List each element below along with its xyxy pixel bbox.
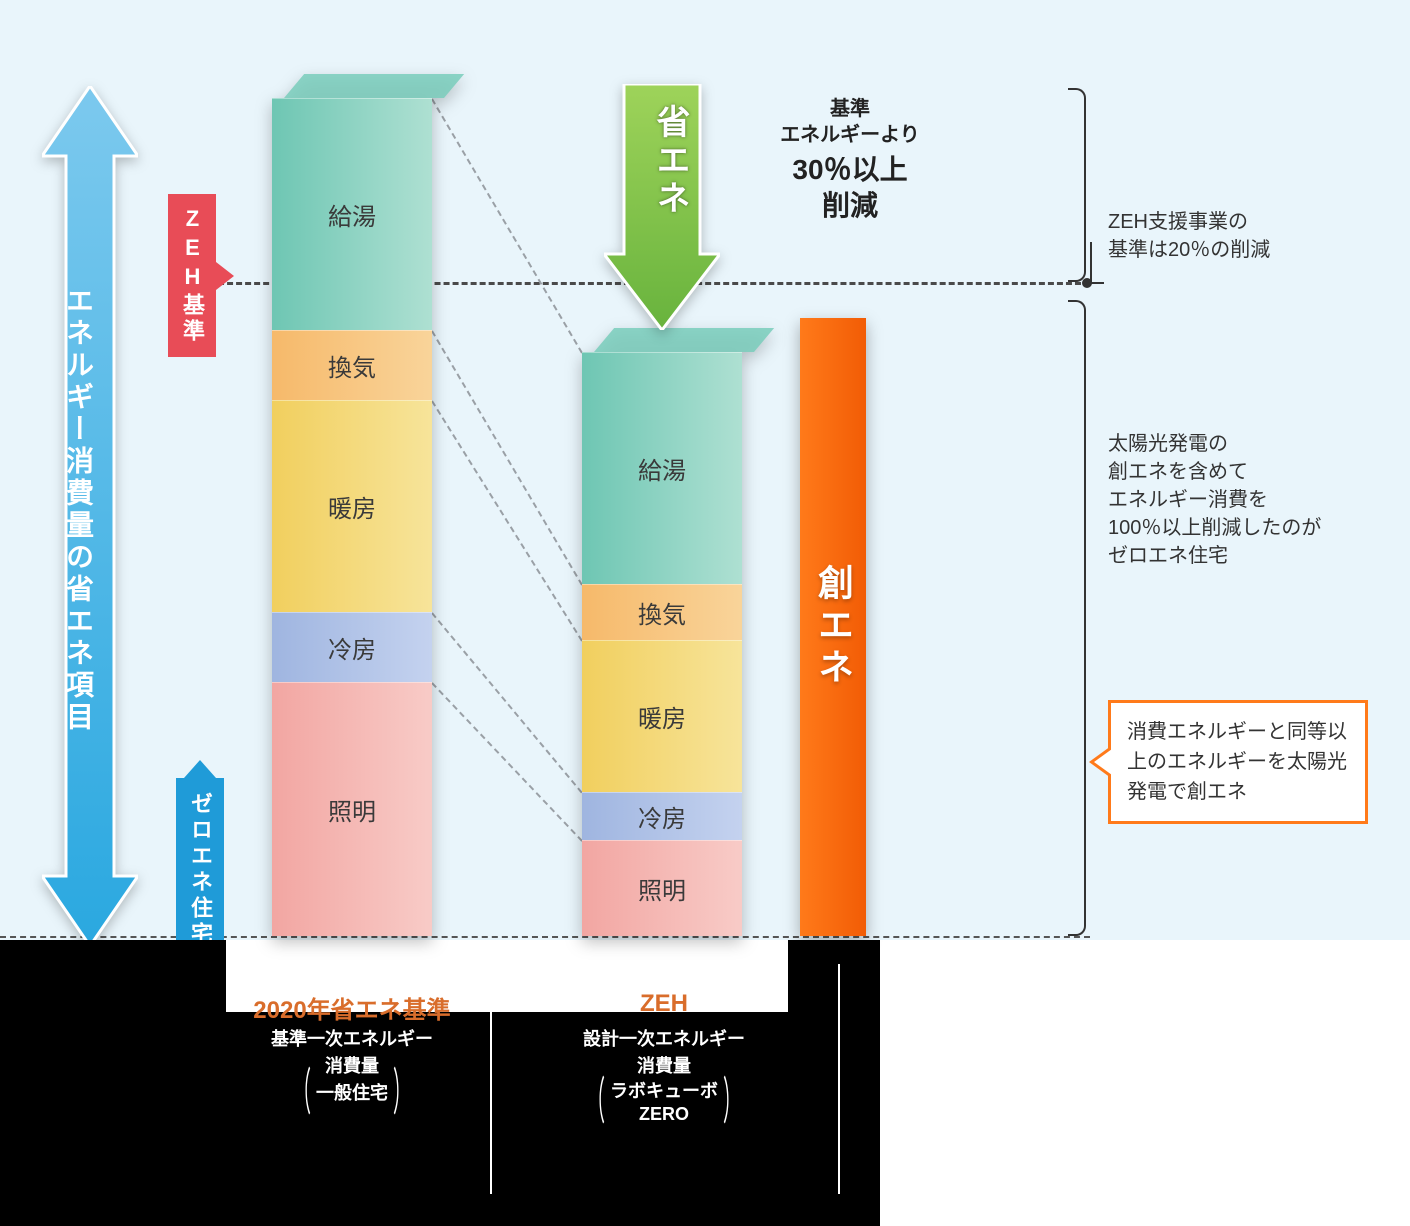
col-zeh-paren2: ZERO [639,1104,689,1124]
saving-line2: エネルギーより [740,122,960,148]
black-strip-right-tab [788,940,880,1012]
callout-create-energy: 消費エネルギーと同等以上のエネルギーを太陽光発電で創エネ [1108,700,1368,824]
col-standard-sub: 基準一次エネルギー 消費量 （ 一般住宅 ） [222,1026,482,1108]
col-standard-sub1: 基準一次エネルギー [271,1029,433,1049]
bar-zeh-seg-3: 冷房 [582,792,742,840]
col-zeh-sub2: 消費量 [637,1056,691,1076]
brace-upper [1068,88,1086,282]
paren-open-1: （ [293,1056,311,1132]
bar-create-energy-label: 創エネ [807,564,859,690]
tag-zero-label: ゼロエネ住宅 [188,792,213,948]
tag-zeh-standard: ZEH基準 [168,194,216,357]
col-standard-title: 2020年省エネ基準 [222,990,482,1025]
col-standard-sub2: 消費量 [325,1056,379,1076]
col-standard-paren: 一般住宅 [316,1080,388,1107]
bar-standard-seg-2: 暖房 [272,400,432,612]
note-100pct: 太陽光発電の 創エネを含めて エネルギー消費を 100％以上削減したのが ゼロエ… [1108,430,1321,570]
vline-1 [490,964,492,1194]
bar-zeh: 給湯換気暖房冷房照明 [582,328,742,936]
diagram-stage: エネルギー消費量の省エネ項目 ZEH基準 ゼロエネ住宅 給湯換気暖房冷房照明 給… [0,0,1410,1226]
bar-zeh-seg-4: 照明 [582,840,742,936]
paren-open-2: （ [587,1066,605,1142]
col-zeh-paren1: ラボキューボ [610,1081,718,1101]
col-zeh-sub: 設計一次エネルギー 消費量 （ ラボキューボ ZERO ） [534,1026,794,1127]
bar-standard-top3d [284,74,464,98]
bar-create-energy: 創エネ [800,318,866,936]
paren-close-1: ） [393,1056,411,1132]
note-20pct: ZEH支援事業の 基準は20％の削減 [1108,208,1270,264]
paren-close-2: ） [723,1066,741,1142]
bar-zeh-seg-1: 換気 [582,584,742,640]
callout-text: 消費エネルギーと同等以上のエネルギーを太陽光発電で創エネ [1127,721,1347,803]
baseline-dash [0,936,1090,938]
bar-zeh-top3d [594,328,774,352]
black-strip-left [0,940,226,1012]
bar-standard-seg-1: 換気 [272,330,432,400]
leader-20pct [1090,242,1104,284]
col-zeh-title: ZEH [534,990,794,1018]
bar-zeh-seg-0: 給湯 [582,352,742,584]
energy-axis-label: エネルギー消費量の省エネ項目 [58,170,98,850]
saving-line1: 基準 [740,96,960,122]
bar-standard-seg-4: 照明 [272,682,432,936]
saving-line3: 30％以上 [740,152,960,188]
col-zeh-sub1: 設計一次エネルギー [583,1029,745,1049]
bar-standard-seg-0: 給湯 [272,98,432,330]
bar-standard: 給湯換気暖房冷房照明 [272,74,432,936]
saving-arrow-label: 省エネ [646,104,695,218]
saving-headline: 基準 エネルギーより 30％以上 削減 [740,96,960,225]
vline-2 [838,964,840,1194]
saving-line4: 削減 [740,188,960,224]
brace-lower [1068,300,1086,936]
bar-standard-seg-3: 冷房 [272,612,432,682]
tag-zero-energy: ゼロエネ住宅 [176,778,224,962]
tag-zeh-label: ZEH基準 [180,206,205,345]
bar-zeh-seg-2: 暖房 [582,640,742,792]
